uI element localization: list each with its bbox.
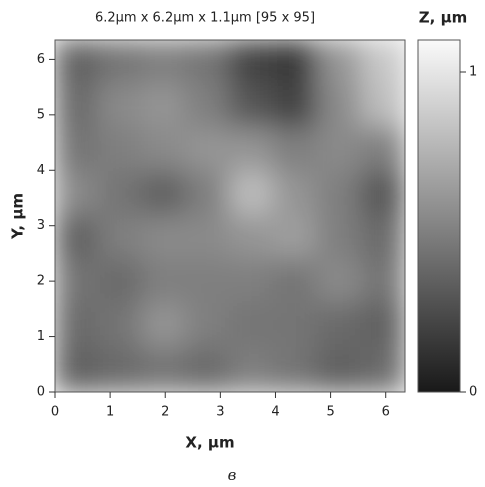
surface-cell: [97, 40, 144, 85]
surface-cell: [360, 303, 405, 349]
surface-cell: [272, 127, 319, 173]
y-axis-label: Y, µm: [9, 193, 27, 240]
surface-cell: [360, 83, 405, 129]
surface-cell: [141, 83, 188, 129]
y-tick-label: 3: [37, 218, 45, 233]
surface-cell: [229, 171, 275, 217]
x-tick-label: 1: [106, 405, 114, 420]
surface-cell: [316, 303, 363, 349]
surface-cell: [55, 347, 100, 392]
x-tick-label: 2: [161, 405, 169, 420]
y-tick-label: 6: [37, 52, 45, 67]
surface-cell: [185, 171, 231, 217]
surface-cell: [360, 127, 405, 173]
x-tick-label: 5: [326, 405, 334, 420]
surface-cell: [272, 347, 319, 392]
chart-title: 6.2µm x 6.2µm x 1.1µm [95 x 95]: [95, 11, 315, 26]
plot-frame: [54, 39, 406, 393]
surface-cell: [229, 347, 275, 392]
surface-cell: [55, 215, 100, 261]
surface-cell: [141, 40, 188, 85]
surface-cell: [185, 83, 231, 129]
surface-cell: [55, 83, 100, 129]
colorbar-tick-label: 1: [469, 65, 477, 80]
surface-cell: [185, 40, 231, 85]
surface-cell: [229, 259, 275, 305]
surface-cell: [272, 215, 319, 261]
y-tick-label: 2: [37, 274, 45, 289]
y-tick-label: 4: [37, 163, 45, 178]
y-tick-label: 5: [37, 107, 45, 122]
y-tick-label: 1: [37, 329, 45, 344]
caption: в: [228, 466, 237, 484]
surface-cell: [55, 40, 100, 85]
surface-cell: [141, 127, 188, 173]
surface-cell: [97, 215, 144, 261]
x-axis-label: X, µm: [185, 434, 234, 452]
surface-cell: [97, 259, 144, 305]
surface-cell: [141, 215, 188, 261]
y-tick-label: 0: [37, 385, 45, 400]
surface-cell: [229, 127, 275, 173]
colorbar-label: Z, µm: [419, 9, 467, 27]
surface-cell: [55, 303, 100, 349]
colorbar-tick-label: 0: [469, 385, 477, 400]
surface-cell: [316, 83, 363, 129]
surface-cell: [141, 303, 188, 349]
x-tick-label: 4: [271, 405, 279, 420]
surface-cell: [97, 303, 144, 349]
surface-cell: [272, 171, 319, 217]
surface-cell: [316, 347, 363, 392]
surface-cell: [229, 215, 275, 261]
surface-cell: [272, 259, 319, 305]
surface-cell: [316, 40, 363, 85]
surface-cell: [55, 259, 100, 305]
surface-cell: [185, 215, 231, 261]
surface-cell: [272, 303, 319, 349]
surface-cell: [272, 40, 319, 85]
surface-blur: [55, 40, 405, 392]
x-tick-label: 6: [382, 405, 390, 420]
surface-cell: [97, 347, 144, 392]
surface-cell: [360, 215, 405, 261]
surface-cell: [316, 215, 363, 261]
surface-cell: [185, 347, 231, 392]
surface-cell: [360, 171, 405, 217]
surface-cell: [185, 259, 231, 305]
surface-cell: [316, 259, 363, 305]
surface-cell: [141, 259, 188, 305]
colorbar: [417, 39, 461, 393]
x-tick-label: 3: [216, 405, 224, 420]
surface-cell: [316, 127, 363, 173]
surface-cell: [360, 347, 405, 392]
surface-cell: [55, 171, 100, 217]
surface-cell: [97, 171, 144, 217]
surface-cell: [141, 171, 188, 217]
surface-cell: [272, 83, 319, 129]
surface-cell: [97, 83, 144, 129]
surface-cell: [229, 83, 275, 129]
surface-cell: [360, 259, 405, 305]
surface-cell: [141, 347, 188, 392]
surface-cell: [229, 40, 275, 85]
x-tick-label: 0: [51, 405, 59, 420]
surface-cell: [360, 40, 405, 85]
surface-cell: [97, 127, 144, 173]
surface-cell: [185, 127, 231, 173]
surface-cell: [316, 171, 363, 217]
surface-cell: [229, 303, 275, 349]
surface-cell: [55, 127, 100, 173]
surface: [55, 40, 405, 392]
surface-cell: [185, 303, 231, 349]
